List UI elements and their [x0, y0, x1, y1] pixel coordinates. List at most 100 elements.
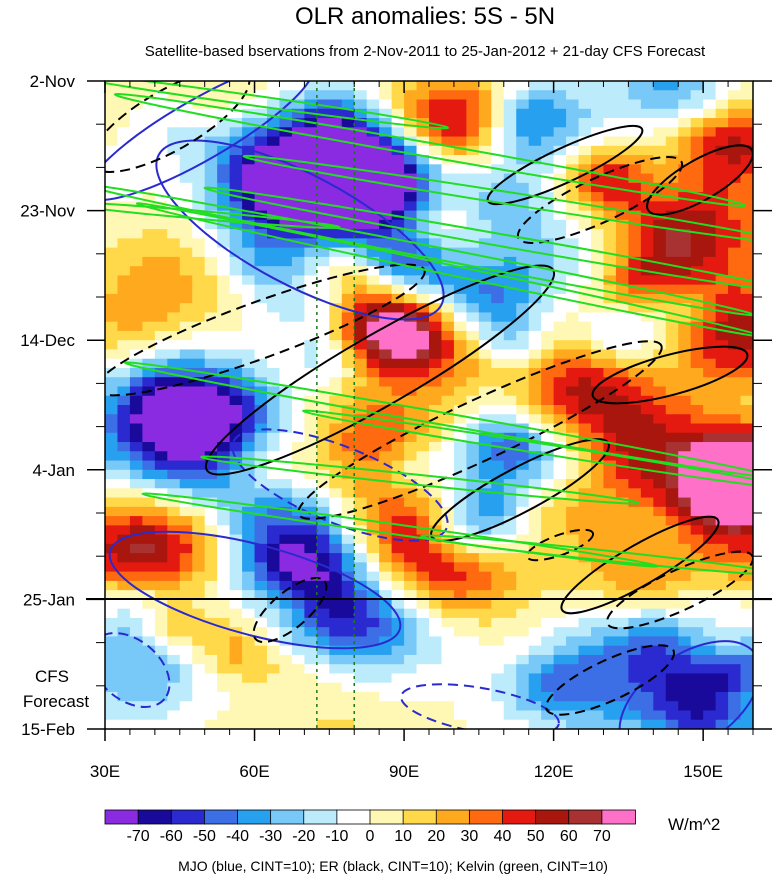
- heatmap-cell: [254, 367, 268, 378]
- heatmap-cell: [615, 386, 629, 397]
- heatmap-cell: [291, 719, 305, 729]
- heatmap-cell: [591, 275, 605, 286]
- heatmap-cell: [179, 201, 193, 212]
- heatmap-cell: [528, 293, 542, 304]
- heatmap-cell: [316, 164, 330, 175]
- heatmap-cell: [491, 321, 505, 332]
- heatmap-cell: [142, 608, 156, 619]
- heatmap-cell: [105, 358, 119, 369]
- heatmap-cell: [192, 617, 206, 628]
- heatmap-cell: [715, 405, 729, 415]
- heatmap-cell: [142, 192, 156, 202]
- heatmap-cell: [441, 488, 455, 499]
- heatmap-cell: [129, 553, 143, 563]
- heatmap-cell: [628, 627, 642, 638]
- heatmap-cell: [167, 451, 181, 462]
- heatmap-cell: [366, 710, 380, 721]
- heatmap-cell: [553, 608, 567, 619]
- heatmap-cell: [379, 303, 393, 314]
- heatmap-cell: [690, 442, 704, 452]
- heatmap-cell: [329, 367, 343, 378]
- heatmap-cell: [391, 488, 405, 499]
- heatmap-cell: [603, 599, 617, 610]
- er-contour: [646, 144, 753, 216]
- heatmap-cell: [304, 266, 318, 276]
- heatmap-cell: [690, 627, 704, 638]
- heatmap-cell: [478, 340, 492, 351]
- heatmap-cell: [366, 90, 380, 101]
- heatmap-cell: [304, 405, 318, 415]
- heatmap-cell: [578, 182, 592, 193]
- heatmap-cell: [204, 192, 218, 202]
- heatmap-cell: [466, 451, 480, 462]
- heatmap-cell: [728, 460, 742, 471]
- heatmap-cell: [566, 543, 580, 554]
- heatmap-cell: [204, 284, 218, 295]
- heatmap-cell: [653, 479, 667, 489]
- heatmap-cell: [591, 590, 605, 600]
- heatmap-cell: [105, 192, 119, 202]
- heatmap-cell: [192, 349, 206, 360]
- heatmap-cell: [117, 590, 131, 600]
- heatmap-cell: [640, 358, 654, 369]
- heatmap-cell: [167, 145, 181, 156]
- heatmap-cell: [615, 571, 629, 582]
- heatmap-cell: [179, 405, 193, 415]
- heatmap-cell: [254, 330, 268, 341]
- heatmap-cell: [379, 367, 393, 378]
- heatmap-cell: [404, 238, 418, 249]
- heatmap-cell: [703, 293, 717, 304]
- heatmap-cell: [354, 377, 368, 388]
- heatmap-cell: [167, 90, 181, 101]
- heatmap-cell: [117, 349, 131, 360]
- heatmap-cell: [728, 127, 742, 138]
- heatmap-cell: [491, 562, 505, 573]
- heatmap-cell: [478, 266, 492, 276]
- heatmap-cell: [404, 664, 418, 675]
- heatmap-cell: [129, 682, 143, 693]
- heatmap-cell: [242, 256, 256, 267]
- heatmap-cell: [379, 155, 393, 165]
- heatmap-cell: [304, 488, 318, 499]
- heatmap-cell: [715, 293, 729, 304]
- heatmap-cell: [640, 164, 654, 175]
- heatmap-cell: [267, 553, 281, 563]
- heatmap-cell: [154, 608, 168, 619]
- heatmap-cell: [615, 506, 629, 517]
- heatmap-cell: [179, 442, 193, 452]
- heatmap-cell: [566, 386, 580, 397]
- heatmap-cell: [703, 627, 717, 638]
- heatmap-cell: [167, 303, 181, 314]
- heatmap-cell: [466, 377, 480, 388]
- heatmap-cell: [665, 395, 679, 406]
- heatmap-cell: [640, 118, 654, 128]
- heatmap-cell: [167, 710, 181, 721]
- heatmap-cell: [242, 312, 256, 323]
- heatmap-cell: [341, 210, 355, 221]
- heatmap-cell: [379, 664, 393, 675]
- heatmap-cell: [740, 442, 753, 452]
- heatmap-cell: [715, 442, 729, 452]
- heatmap-cell: [628, 321, 642, 332]
- heatmap-cell: [690, 682, 704, 693]
- heatmap-cell: [179, 127, 193, 138]
- heatmap-cell: [341, 312, 355, 323]
- heatmap-cell: [179, 395, 193, 406]
- heatmap-cell: [354, 562, 368, 573]
- heatmap-cell: [404, 275, 418, 286]
- heatmap-cell: [591, 691, 605, 702]
- heatmap-cell: [204, 525, 218, 536]
- heatmap-cell: [192, 627, 206, 638]
- heatmap-cell: [379, 617, 393, 628]
- heatmap-cell: [453, 645, 467, 656]
- heatmap-cell: [703, 719, 717, 729]
- heatmap-cell: [105, 691, 119, 702]
- heatmap-cell: [578, 627, 592, 638]
- heatmap-cell: [391, 645, 405, 656]
- colorbar-label: -70: [127, 828, 150, 845]
- heatmap-cell: [179, 654, 193, 665]
- heatmap-cell: [179, 553, 193, 563]
- heatmap-cell: [715, 673, 729, 684]
- heatmap-cell: [541, 164, 555, 175]
- heatmap-cell: [453, 155, 467, 165]
